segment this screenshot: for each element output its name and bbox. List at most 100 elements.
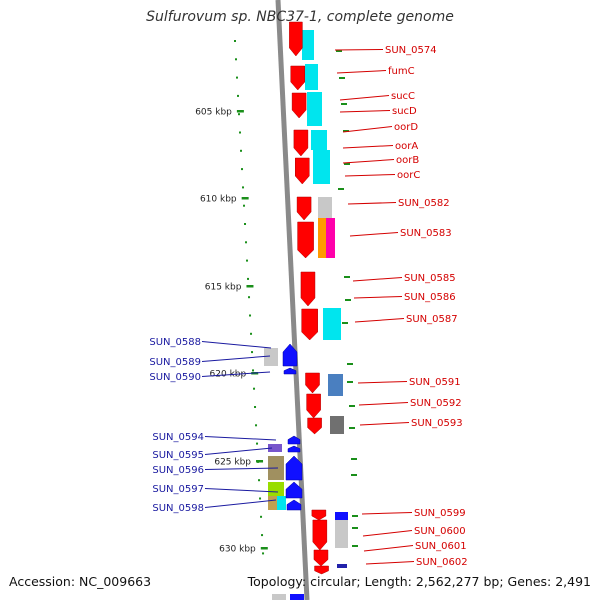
gene-label-forward[interactable]: fumC — [388, 66, 415, 77]
gene-arrow-forward[interactable] — [307, 417, 322, 435]
scale-dot — [241, 168, 244, 171]
gene-label-reverse[interactable]: SUN_0590 — [149, 372, 201, 383]
leader-line — [342, 159, 395, 164]
gene-arrow-forward[interactable] — [312, 519, 328, 551]
cog-block — [264, 348, 278, 366]
gene-label-reverse[interactable]: SUN_0595 — [152, 450, 204, 461]
gene-label-reverse[interactable]: SUN_0598 — [152, 503, 204, 514]
gene-label-forward[interactable]: oorB — [396, 155, 419, 166]
scale-dot — [256, 442, 259, 445]
cog-block — [307, 92, 322, 126]
gene-arrow-forward[interactable] — [306, 393, 321, 419]
gene-label-forward[interactable]: SUN_0591 — [409, 377, 461, 388]
gene-label-forward[interactable]: sucC — [391, 91, 415, 102]
leader-line — [204, 436, 277, 441]
gene-label-forward[interactable]: SUN_0601 — [415, 541, 467, 552]
gene-label-forward[interactable]: SUN_0600 — [414, 526, 466, 537]
leader-line — [347, 202, 397, 205]
scale-dot — [249, 314, 252, 317]
scale-dot — [259, 497, 262, 500]
scale-tick — [246, 285, 254, 288]
gene-arrow-forward[interactable] — [293, 129, 309, 157]
gene-arrow-reverse[interactable] — [283, 367, 297, 375]
cog-block — [330, 416, 344, 434]
scale-tick-label: 630 kbp — [219, 545, 256, 555]
gene-arrow-forward[interactable] — [290, 65, 306, 91]
leader-line — [336, 70, 387, 74]
gene-label-reverse[interactable]: SUN_0597 — [152, 484, 204, 495]
feature-dash — [347, 381, 353, 383]
scale-tick — [241, 197, 249, 200]
gene-arrow-forward[interactable] — [300, 271, 316, 307]
gene-label-forward[interactable]: oorC — [397, 170, 420, 181]
feature-dash — [352, 545, 358, 547]
gene-strip — [272, 594, 286, 600]
leader-line — [361, 512, 413, 515]
gene-arrow-reverse[interactable] — [286, 499, 302, 511]
gene-label-forward[interactable]: SUN_0593 — [411, 418, 463, 429]
feature-dash — [338, 188, 344, 190]
gene-label-forward[interactable]: SUN_0602 — [416, 557, 468, 568]
cog-block — [268, 482, 284, 496]
gene-arrow-reverse[interactable] — [287, 445, 301, 453]
gene-arrow-forward[interactable] — [301, 308, 318, 341]
cog-block — [302, 30, 314, 60]
cog-block — [335, 520, 348, 548]
gene-arrow-forward[interactable] — [289, 21, 303, 57]
gene-label-reverse[interactable]: SUN_0588 — [149, 337, 201, 348]
leader-line — [344, 174, 396, 177]
leader-line — [339, 95, 390, 101]
gene-arrow-reverse[interactable] — [285, 455, 303, 481]
cog-block — [268, 496, 277, 510]
gene-label-forward[interactable]: SUN_0574 — [385, 45, 437, 56]
gene-arrow-forward[interactable] — [311, 509, 327, 521]
cog-block — [268, 444, 282, 452]
cog-block — [313, 150, 330, 184]
scale-dot — [238, 113, 241, 116]
gene-arrow-forward[interactable] — [305, 372, 320, 394]
leader-line — [204, 467, 279, 470]
cog-block — [318, 197, 332, 219]
gene-label-forward[interactable]: SUN_0587 — [406, 314, 458, 325]
leader-line — [365, 561, 415, 565]
feature-dash — [352, 527, 358, 529]
gene-label-forward[interactable]: sucD — [392, 106, 417, 117]
gene-arrow-forward[interactable] — [313, 549, 329, 567]
gene-label-forward[interactable]: oorD — [394, 122, 418, 133]
leader-line — [342, 126, 393, 133]
leader-line — [342, 145, 394, 149]
gene-label-reverse[interactable]: SUN_0596 — [152, 465, 204, 476]
gene-label-reverse[interactable]: SUN_0589 — [149, 357, 201, 368]
gene-label-forward[interactable]: SUN_0582 — [398, 198, 450, 209]
gene-arrow-reverse[interactable] — [282, 343, 298, 367]
cog-block — [305, 64, 318, 90]
gene-label-forward[interactable]: SUN_0585 — [404, 273, 456, 284]
gene-arrow-forward[interactable] — [291, 92, 307, 119]
leader-line — [204, 488, 279, 493]
genome-backbone — [275, 0, 310, 600]
scale-dot — [247, 277, 250, 280]
gene-arrow-reverse[interactable] — [285, 481, 303, 499]
scale-dot — [260, 515, 263, 518]
leader-line — [349, 232, 399, 237]
gene-label-forward[interactable]: oorA — [395, 141, 418, 152]
gene-label-reverse[interactable]: SUN_0594 — [152, 432, 204, 443]
gene-arrow-reverse[interactable] — [287, 435, 301, 445]
gene-label-forward[interactable]: SUN_0599 — [414, 508, 466, 519]
feature-dash — [351, 458, 357, 460]
gene-arrow-forward[interactable] — [297, 221, 314, 259]
cog-block — [337, 564, 347, 568]
feature-dash — [344, 276, 350, 278]
cog-block — [311, 130, 327, 150]
scale-dot — [254, 406, 257, 408]
gene-arrow-forward[interactable] — [296, 196, 312, 221]
gene-arrow-forward[interactable] — [314, 565, 329, 575]
leader-line — [359, 422, 410, 426]
leader-line — [363, 545, 414, 552]
gene-arrow-forward[interactable] — [295, 157, 310, 185]
feature-dash — [351, 474, 357, 476]
gene-label-forward[interactable]: SUN_0586 — [404, 292, 456, 303]
gene-label-forward[interactable]: SUN_0583 — [400, 228, 452, 239]
gene-label-forward[interactable]: SUN_0592 — [410, 398, 462, 409]
